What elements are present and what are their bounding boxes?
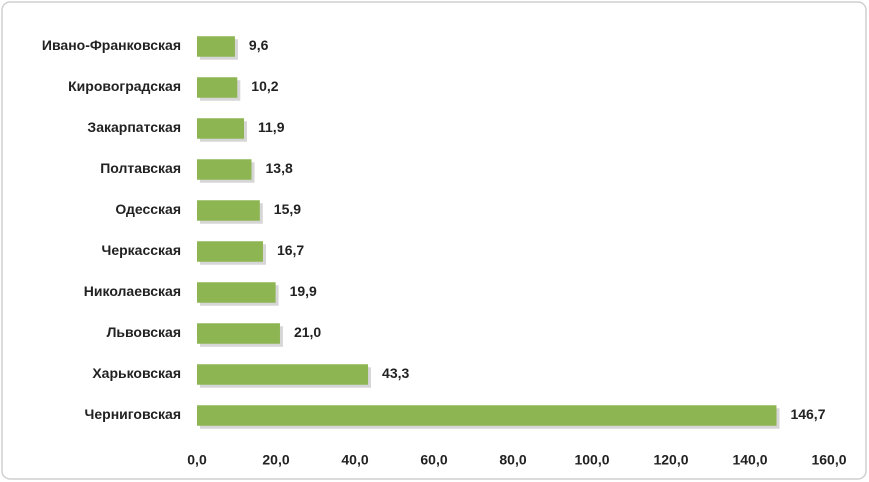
x-tick-label: 60,0 xyxy=(420,452,447,468)
y-tick-label: Черниговская xyxy=(85,406,181,422)
value-label: 10,2 xyxy=(251,78,278,94)
value-label: 16,7 xyxy=(277,242,304,258)
y-tick-label: Львовская xyxy=(107,324,181,340)
bar xyxy=(197,241,263,262)
bar xyxy=(197,405,777,426)
bar xyxy=(197,118,245,139)
y-tick-label: Закарпатская xyxy=(87,119,181,135)
x-tick-label: 160,0 xyxy=(811,452,846,468)
y-tick-label: Одесская xyxy=(115,201,181,217)
x-tick-label: 80,0 xyxy=(499,452,526,468)
value-label: 19,9 xyxy=(290,283,317,299)
y-tick-label: Николаевская xyxy=(84,283,181,299)
value-label: 146,7 xyxy=(790,406,825,422)
x-tick-label: 20,0 xyxy=(262,452,289,468)
y-tick-label: Черкасская xyxy=(101,242,181,258)
y-tick-label: Кировоградская xyxy=(68,78,181,94)
bar xyxy=(197,159,252,180)
value-label: 11,9 xyxy=(258,119,285,135)
bar xyxy=(197,282,276,303)
x-tick-label: 120,0 xyxy=(653,452,688,468)
bar xyxy=(197,77,238,98)
y-tick-label: Полтавская xyxy=(100,160,181,176)
value-label: 43,3 xyxy=(382,365,409,381)
bar xyxy=(197,36,235,57)
bar xyxy=(197,364,369,385)
x-tick-label: 0,0 xyxy=(187,452,207,468)
y-tick-label: Харьковская xyxy=(92,365,181,381)
value-label: 9,6 xyxy=(249,37,269,53)
value-label: 21,0 xyxy=(294,324,321,340)
x-tick-label: 40,0 xyxy=(341,452,368,468)
x-tick-label: 100,0 xyxy=(574,452,609,468)
bar xyxy=(197,200,260,221)
bar xyxy=(197,323,280,344)
y-tick-label: Ивано-Франковская xyxy=(42,37,181,53)
value-label: 13,8 xyxy=(266,160,293,176)
x-tick-label: 140,0 xyxy=(732,452,767,468)
value-label: 15,9 xyxy=(274,201,301,217)
